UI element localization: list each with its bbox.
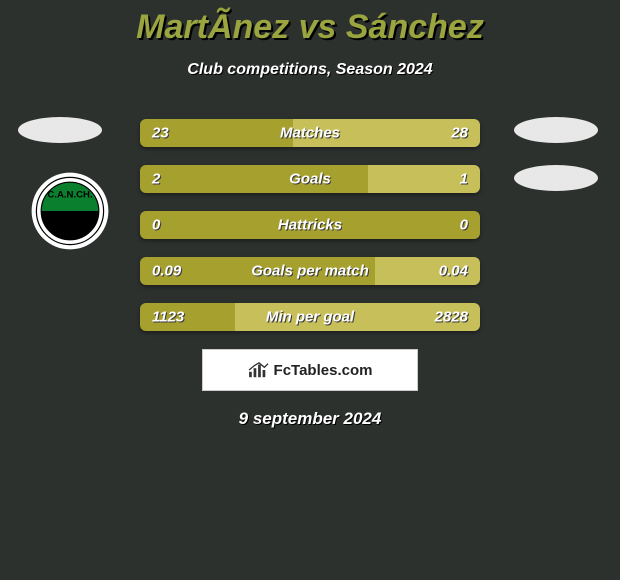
stat-label: Matches — [280, 125, 340, 142]
stat-label: Goals — [289, 171, 331, 188]
bar-left — [140, 165, 368, 193]
stat-value-right: 0.04 — [439, 263, 468, 280]
stat-row-min-per-goal: Min per goal 1123 2828 — [140, 303, 480, 331]
bars-container: Matches 23 28 Goals 2 1 Hattricks 0 0 Goals per m… — [140, 119, 480, 331]
bar-chart-icon — [248, 361, 270, 379]
stat-value-left: 23 — [152, 125, 169, 142]
page-title: MartÃnez vs Sánchez — [0, 0, 620, 47]
stat-row-goals-per-match: Goals per match 0.09 0.04 — [140, 257, 480, 285]
footer-brand-text: FcTables.com — [274, 362, 373, 379]
player-right-placeholder-2 — [514, 165, 598, 191]
stat-value-right: 0 — [460, 217, 468, 234]
player-left-placeholder — [18, 117, 102, 143]
stat-value-right: 2828 — [435, 309, 468, 326]
stat-label: Goals per match — [251, 263, 369, 280]
stat-row-goals: Goals 2 1 — [140, 165, 480, 193]
stat-value-left: 0 — [152, 217, 160, 234]
stat-label: Hattricks — [278, 217, 342, 234]
stat-value-left: 1123 — [152, 309, 184, 326]
page-subtitle: Club competitions, Season 2024 — [0, 61, 620, 79]
stat-value-left: 2 — [152, 171, 160, 188]
player-right-placeholder-1 — [514, 117, 598, 143]
comparison-content: C.A.N.CH. Matches 23 28 Goals 2 1 Hattricks 0 0 G… — [0, 119, 620, 429]
stat-row-hattricks: Hattricks 0 0 — [140, 211, 480, 239]
club-badge: C.A.N.CH. — [30, 171, 110, 251]
stat-value-right: 1 — [460, 171, 468, 188]
footer-brand-box: FcTables.com — [202, 349, 418, 391]
date-label: 9 september 2024 — [0, 409, 620, 429]
stat-value-right: 28 — [451, 125, 468, 142]
stat-value-left: 0.09 — [152, 263, 181, 280]
stat-label: Min per goal — [266, 309, 354, 326]
club-badge-text: C.A.N.CH. — [47, 189, 92, 200]
stat-row-matches: Matches 23 28 — [140, 119, 480, 147]
